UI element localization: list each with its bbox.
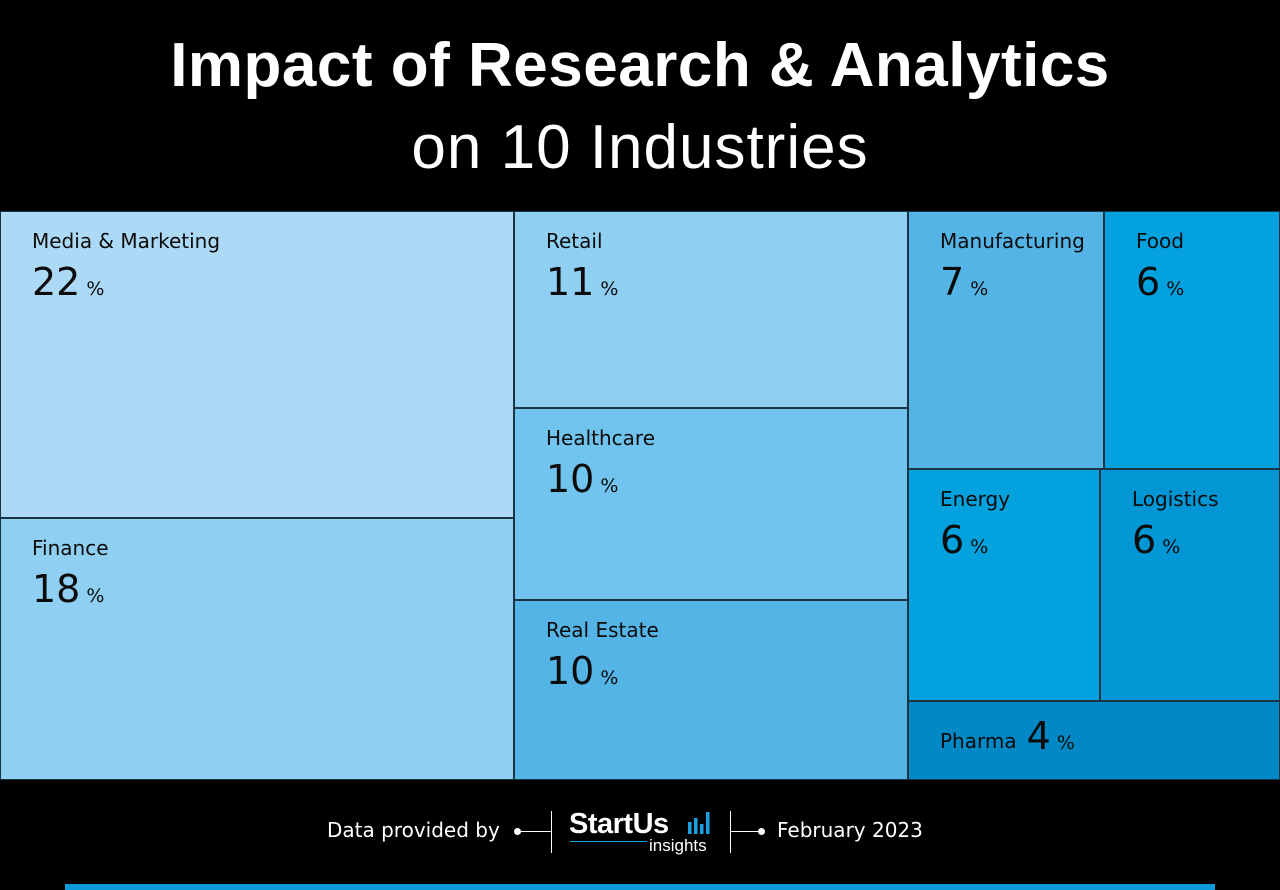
cell-value-energy: 6% [940, 518, 989, 562]
treemap-cell-media-and-marketing: Media & Marketing 22% [0, 211, 514, 518]
cell-unit-real-estate: % [600, 667, 619, 689]
cell-value-media-and-marketing: 22% [32, 260, 105, 304]
cell-label-food: Food [1136, 229, 1184, 253]
logo-subtitle: insights [649, 836, 707, 855]
treemap-cell-real-estate: Real Estate 10% [514, 600, 908, 780]
cell-unit-food: % [1166, 278, 1185, 300]
footer: Data provided by StartUs insights Februa… [0, 780, 1280, 890]
chart-title: Impact of Research & Analytics on 10 Ind… [0, 0, 1280, 210]
logo-bars-icon [688, 812, 710, 834]
connector-dot-left [514, 828, 521, 835]
accent-bar [65, 884, 1215, 890]
cell-label-finance: Finance [32, 536, 109, 560]
cell-unit-energy: % [970, 536, 989, 558]
cell-unit-healthcare: % [600, 475, 619, 497]
cell-label-media-and-marketing: Media & Marketing [32, 229, 221, 253]
cell-label-real-estate: Real Estate [546, 618, 659, 642]
treemap-cell-retail: Retail 11% [514, 211, 908, 408]
treemap: Media & Marketing 22% Finance 18% Retail 11% H… [0, 211, 1280, 780]
treemap-cell-manufacturing: Manufacturing 7% [908, 211, 1104, 469]
cell-value-healthcare: 10% [546, 457, 619, 501]
treemap-cell-healthcare: Healthcare 10% [514, 408, 908, 600]
treemap-cell-logistics: Logistics 6% [1100, 469, 1280, 701]
treemap-cell-energy: Energy 6% [908, 469, 1100, 701]
cell-value-food: 6% [1136, 260, 1185, 304]
treemap-cell-pharma: Pharma 4% [908, 701, 1280, 780]
title-line-2: on 10 Industries [411, 113, 869, 182]
connector-dot-right [758, 828, 765, 835]
cell-unit-retail: % [600, 278, 619, 300]
logo-underline [570, 841, 647, 842]
title-line-1: Impact of Research & Analytics [170, 31, 1110, 100]
cell-label-manufacturing: Manufacturing [940, 229, 1085, 253]
startus-insights-logo: StartUs insights [569, 808, 719, 858]
divider-right [730, 811, 731, 853]
data-provided-by-label: Data provided by [327, 818, 500, 842]
cell-unit-logistics: % [1162, 536, 1181, 558]
connector-line-right [730, 831, 761, 832]
cell-unit-pharma: % [1056, 732, 1075, 754]
cell-value-manufacturing: 7% [940, 260, 989, 304]
date-label: February 2023 [777, 818, 923, 842]
cell-value-real-estate: 10% [546, 649, 619, 693]
cell-label-logistics: Logistics [1132, 487, 1219, 511]
cell-label-energy: Energy [940, 487, 1011, 511]
treemap-cell-food: Food 6% [1104, 211, 1280, 469]
cell-unit-manufacturing: % [970, 278, 989, 300]
cell-unit-finance: % [86, 585, 105, 607]
cell-label-pharma: Pharma [940, 729, 1017, 753]
connector-line-left [518, 831, 551, 832]
cell-label-retail: Retail [546, 229, 603, 253]
cell-value-retail: 11% [546, 260, 619, 304]
cell-value-pharma: 4% [1026, 714, 1075, 758]
logo-wordmark: StartUs [569, 808, 669, 840]
cell-label-healthcare: Healthcare [546, 426, 656, 450]
cell-value-logistics: 6% [1132, 518, 1181, 562]
cell-value-finance: 18% [32, 567, 105, 611]
divider-left [551, 811, 552, 853]
treemap-cell-finance: Finance 18% [0, 518, 514, 780]
cell-unit-media-and-marketing: % [86, 278, 105, 300]
